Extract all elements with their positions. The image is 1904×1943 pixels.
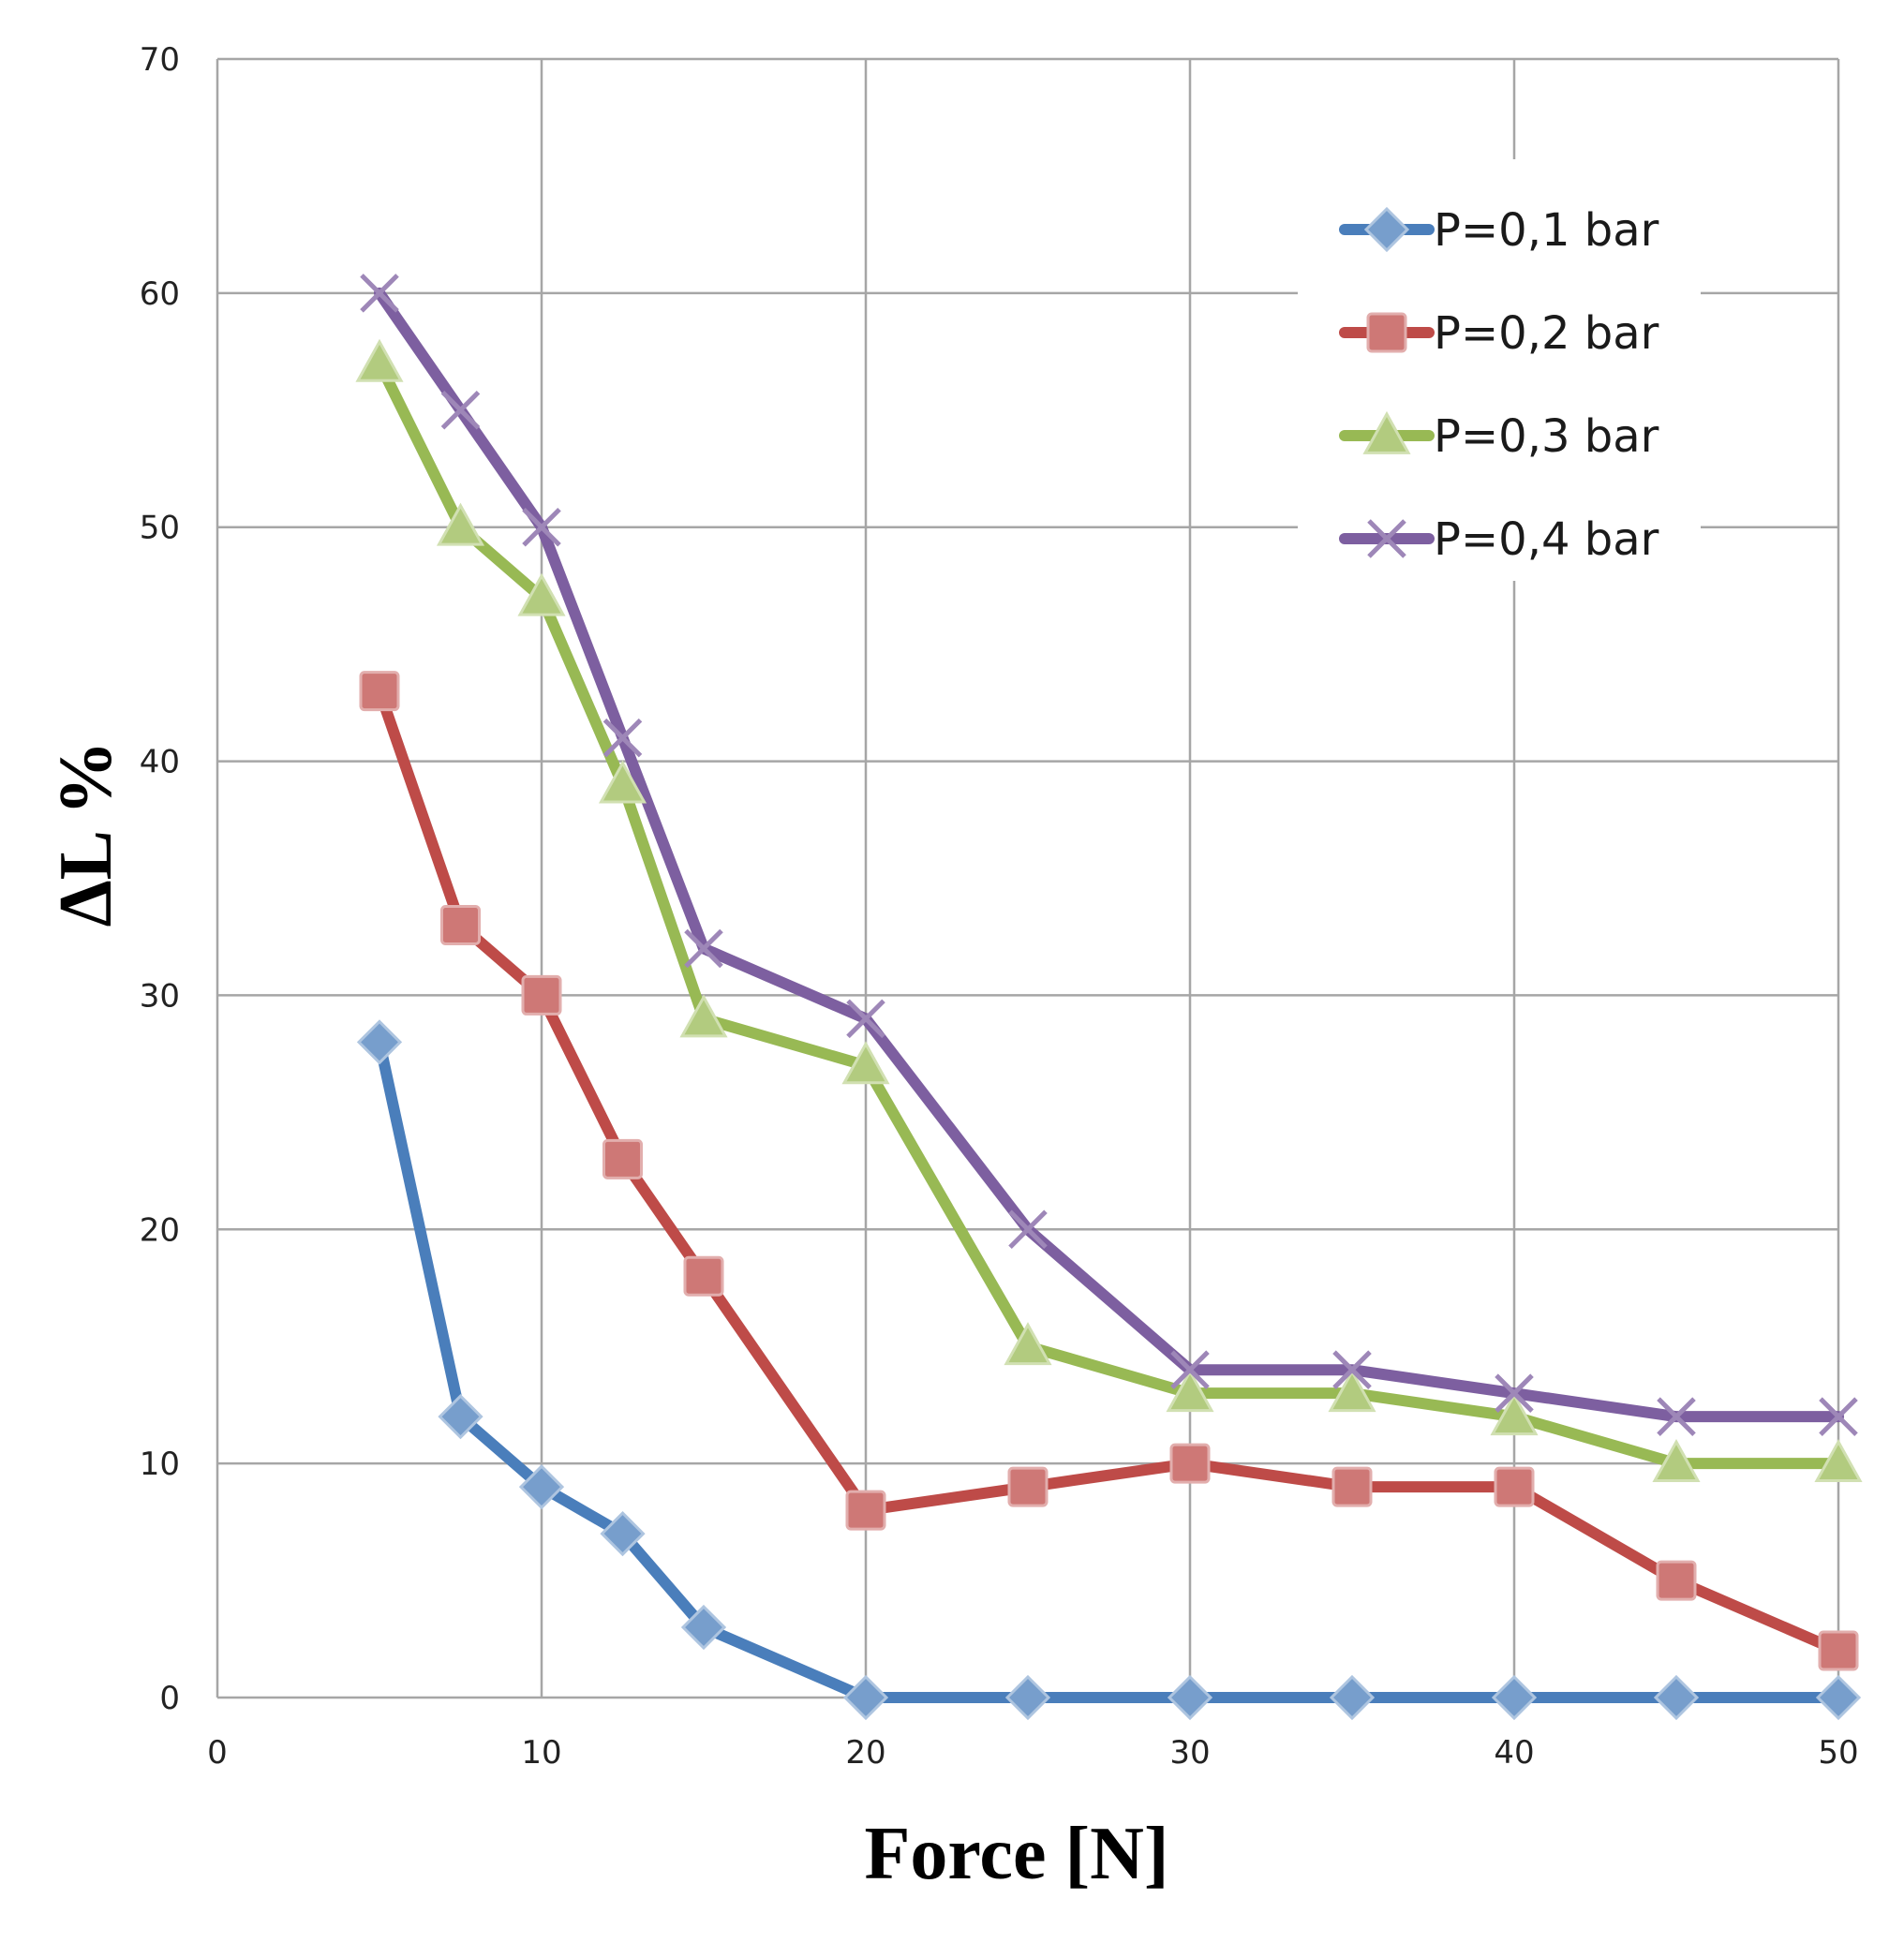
data-point-series-2 [1169, 1443, 1211, 1484]
data-point-series-3 [1490, 1392, 1539, 1436]
y-tick-label: 50 [140, 510, 180, 547]
x-axis-ticks: 0 10 20 30 40 50 [207, 1734, 1858, 1772]
series-line-1 [374, 1036, 1844, 1703]
data-point-series-3 [355, 338, 404, 382]
data-point-series-4 [1495, 1373, 1534, 1413]
series-line-3 [374, 357, 1844, 1470]
data-point-series-4 [684, 928, 723, 969]
data-point-series-2 [1007, 1466, 1049, 1507]
data-point-series-2 [602, 1138, 643, 1179]
series-markers [355, 274, 1863, 1721]
data-point-series-2 [1656, 1560, 1697, 1601]
data-point-series-2 [845, 1490, 886, 1531]
data-point-series-4 [1332, 1350, 1372, 1389]
data-point-series-1 [1167, 1674, 1213, 1721]
data-point-series-4 [846, 999, 885, 1039]
legend-marker-2 [1366, 312, 1407, 353]
data-point-series-2 [1818, 1630, 1859, 1671]
data-point-series-4 [1657, 1397, 1696, 1436]
data-point-series-3 [1652, 1439, 1701, 1483]
legend-label: P=0,1 bar [1434, 204, 1659, 257]
data-point-series-2 [683, 1255, 724, 1297]
y-tick-label: 60 [140, 275, 180, 313]
data-point-series-3 [1166, 1369, 1214, 1413]
x-axis-title: Force [N] [865, 1813, 1169, 1895]
x-tick-label: 50 [1818, 1734, 1858, 1772]
data-point-series-3 [1328, 1369, 1376, 1413]
x-tick-label: 30 [1169, 1734, 1210, 1772]
data-point-series-1 [518, 1464, 565, 1510]
legend: P=0,1 bar P=0,2 bar P=0,3 bar P=0,4 bar [1298, 159, 1701, 581]
data-point-series-3 [679, 994, 728, 1038]
legend-label: P=0,4 bar [1434, 513, 1659, 566]
legend-marker-4 [1367, 519, 1406, 558]
y-tick-label: 40 [140, 744, 180, 781]
x-tick-label: 10 [521, 1734, 561, 1772]
data-point-series-3 [436, 502, 485, 546]
y-tick-label: 20 [140, 1211, 180, 1249]
data-point-series-3 [841, 1041, 890, 1085]
series-line-4 [374, 287, 1844, 1423]
data-point-series-2 [440, 904, 481, 945]
data-point-series-1 [438, 1394, 483, 1440]
data-point-series-1 [1004, 1674, 1051, 1721]
y-tick-label: 10 [140, 1446, 180, 1483]
x-tick-label: 0 [207, 1734, 228, 1772]
data-point-series-2 [1494, 1466, 1535, 1507]
data-point-series-4 [360, 274, 399, 313]
data-point-series-1 [1815, 1674, 1862, 1721]
data-point-series-2 [1331, 1466, 1373, 1507]
data-point-series-1 [1653, 1674, 1700, 1721]
data-point-series-3 [517, 572, 566, 616]
data-point-series-4 [1170, 1350, 1210, 1389]
y-tick-label: 70 [140, 41, 180, 79]
data-point-series-4 [522, 507, 561, 547]
data-point-series-3 [1814, 1439, 1863, 1483]
grid [216, 57, 1840, 1699]
data-point-series-4 [440, 391, 481, 430]
data-point-series-3 [598, 760, 647, 804]
data-point-series-4 [1008, 1209, 1048, 1250]
data-point-series-2 [521, 974, 562, 1016]
x-tick-label: 40 [1494, 1734, 1534, 1772]
data-point-series-1 [600, 1510, 646, 1557]
data-point-series-2 [359, 671, 400, 712]
data-point-series-4 [1819, 1397, 1858, 1436]
legend-label: P=0,2 bar [1434, 307, 1659, 360]
data-point-series-3 [1004, 1322, 1052, 1366]
x-tick-label: 20 [845, 1734, 885, 1772]
legend-marker-3 [1362, 410, 1411, 454]
y-tick-label: 0 [159, 1680, 180, 1717]
data-point-series-1 [842, 1674, 889, 1721]
data-point-series-1 [1491, 1674, 1538, 1721]
data-point-series-1 [680, 1604, 727, 1651]
y-tick-label: 30 [140, 977, 180, 1015]
legend-marker-1 [1363, 206, 1410, 253]
y-axis-ticks: 0 10 20 30 40 50 60 70 [140, 41, 180, 1717]
data-point-series-1 [1329, 1674, 1376, 1721]
y-axis-title: ΔL % [45, 740, 127, 927]
data-point-series-1 [356, 1019, 403, 1065]
data-point-series-4 [602, 718, 643, 758]
legend-label: P=0,3 bar [1434, 410, 1659, 463]
